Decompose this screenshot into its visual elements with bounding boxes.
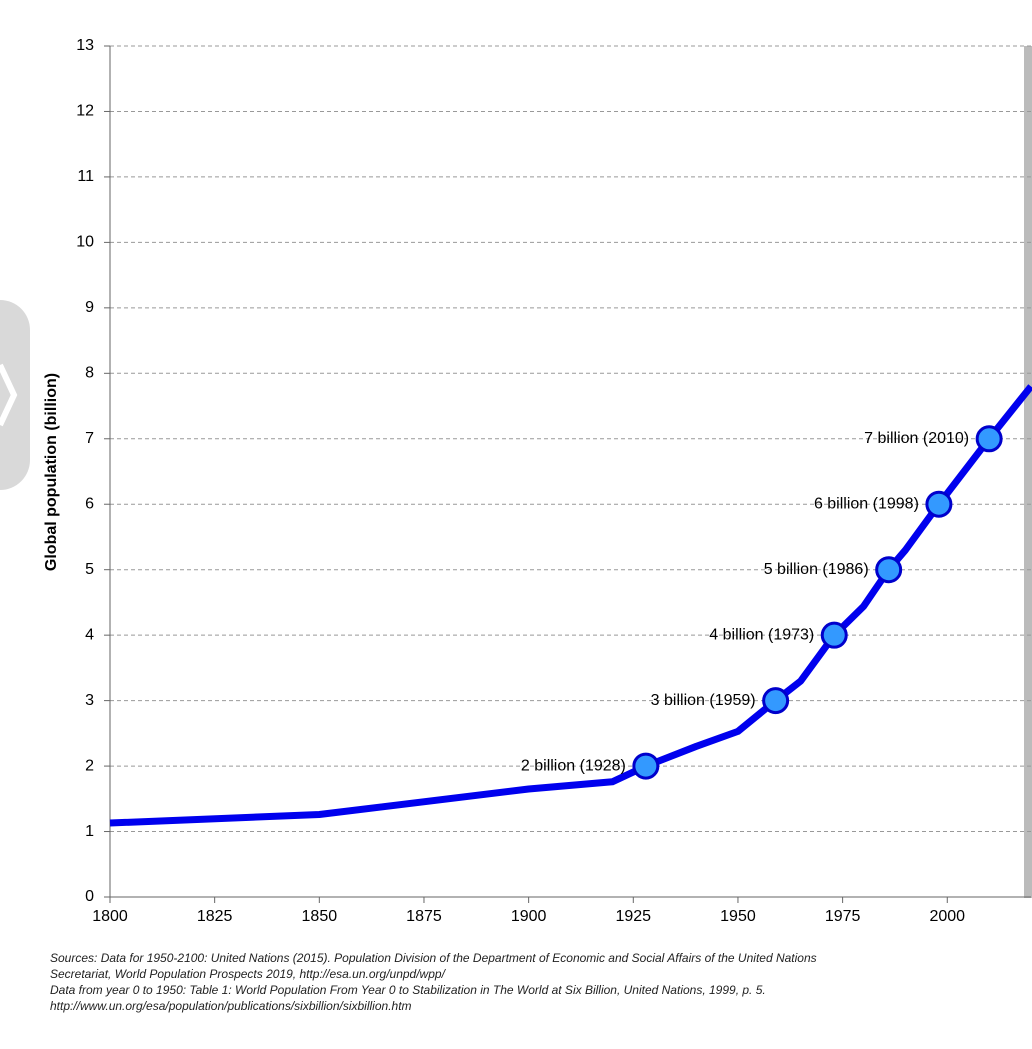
y-tick-label: 8: [85, 365, 94, 382]
milestone-marker: [925, 490, 953, 518]
y-tick-label: 1: [85, 823, 94, 840]
source-note: http://www.un.org/esa/population/publica…: [50, 999, 412, 1013]
y-tick-label: 2: [85, 757, 94, 774]
milestone-label: 7 billion (2010): [864, 430, 969, 447]
population-line: [109, 384, 1032, 827]
milestone-label: 4 billion (1973): [709, 626, 814, 643]
y-tick-label: 10: [76, 234, 94, 251]
milestone-marker: [762, 687, 790, 715]
x-tick-label: 1800: [92, 908, 128, 925]
y-tick-label: 4: [85, 626, 94, 643]
y-axis-label: Global population (billion): [43, 373, 60, 571]
nav-button[interactable]: [0, 300, 30, 490]
x-tick-label: 1950: [720, 908, 756, 925]
y-tick-label: 9: [85, 299, 94, 316]
x-tick-label: 1825: [197, 908, 233, 925]
x-tick-label: 2000: [929, 908, 965, 925]
y-tick-label: 6: [85, 495, 94, 512]
milestone-label: 5 billion (1986): [764, 561, 869, 578]
x-tick-label: 1875: [406, 908, 442, 925]
y-tick-label: 11: [77, 168, 94, 185]
source-note: Data from year 0 to 1950: Table 1: World…: [50, 983, 766, 997]
y-tick-label: 5: [85, 561, 94, 578]
milestone-label: 3 billion (1959): [651, 692, 756, 709]
y-tick-label: 7: [85, 430, 94, 447]
y-tick-label: 3: [85, 692, 94, 709]
x-tick-label: 1900: [511, 908, 547, 925]
milestone-marker: [820, 621, 848, 649]
divider-bar: [1024, 46, 1032, 898]
milestone-marker: [632, 752, 660, 780]
milestone-label: 6 billion (1998): [814, 495, 919, 512]
x-tick-label: 1925: [615, 908, 651, 925]
source-note: Secretariat, World Population Prospects …: [50, 967, 447, 981]
y-tick-label: 12: [76, 103, 94, 120]
milestone-marker: [875, 556, 903, 584]
milestone-marker: [975, 425, 1003, 453]
source-note: Sources: Data for 1950-2100: United Nati…: [50, 951, 817, 965]
y-tick-label: 13: [76, 37, 94, 54]
milestone-label: 2 billion (1928): [521, 757, 626, 774]
x-tick-label: 1850: [302, 908, 338, 925]
y-tick-label: 0: [85, 888, 94, 905]
x-tick-label: 1975: [825, 908, 861, 925]
